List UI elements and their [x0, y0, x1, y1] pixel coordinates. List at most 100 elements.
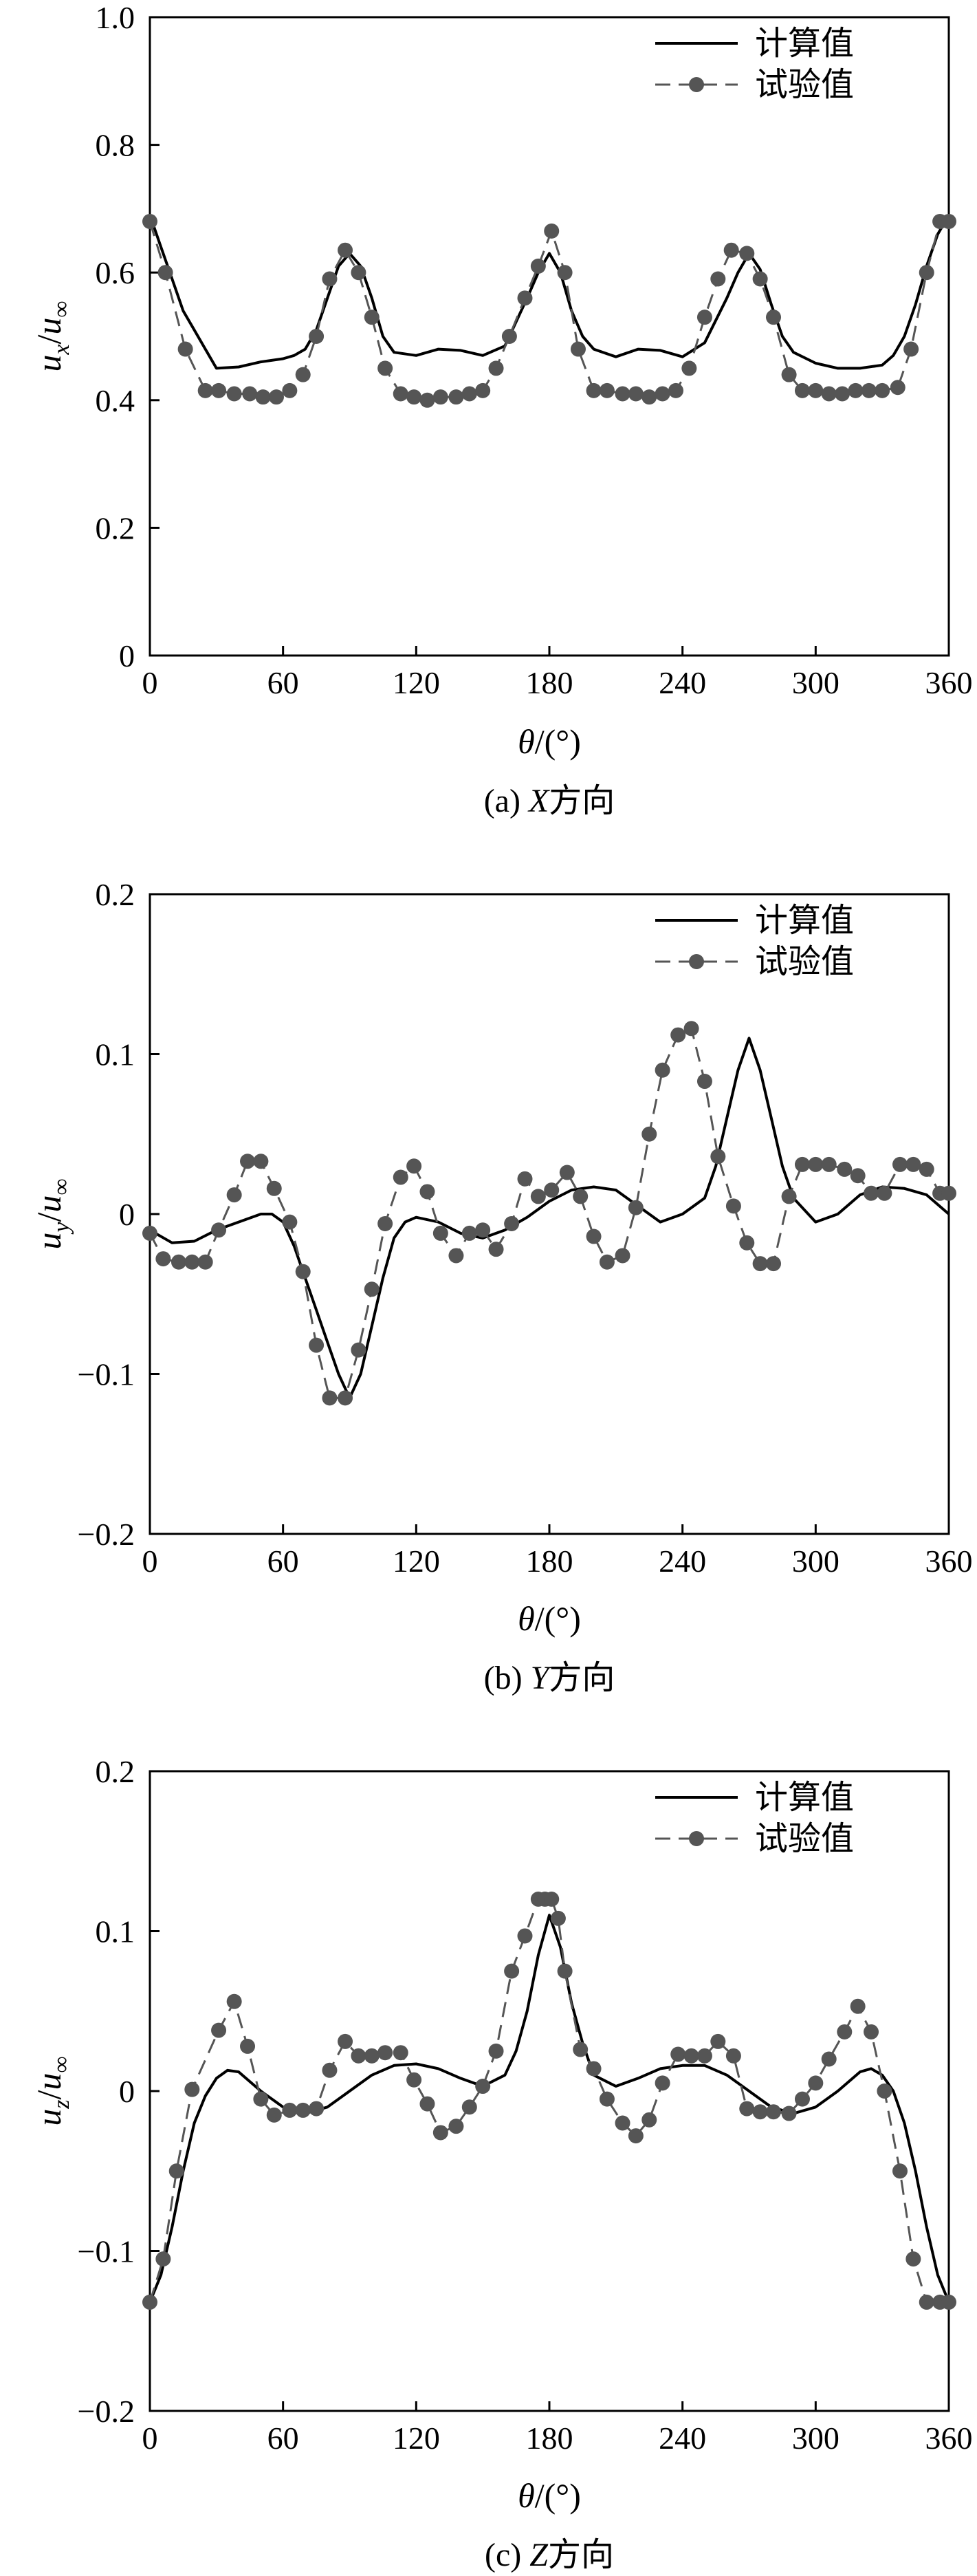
experimental-point	[309, 329, 325, 344]
experimental-point	[586, 2061, 602, 2077]
y-label-num-sub: y	[49, 1222, 74, 1235]
experimental-point	[419, 1184, 435, 1200]
experimental-point	[670, 2046, 686, 2062]
experimental-point	[197, 1254, 213, 1270]
x-tick-label: 240	[659, 665, 706, 700]
x-axis-label: θ/(°)	[518, 1599, 581, 1638]
experimental-point	[432, 2125, 448, 2141]
y-tick-label: −0.2	[78, 1517, 135, 1552]
legend-computed-label: 计算值	[755, 25, 854, 62]
x-tick-label: 120	[393, 2421, 440, 2456]
experimental-point	[448, 1248, 464, 1264]
experimental-point	[861, 382, 877, 398]
experimental-point	[142, 213, 157, 229]
experimental-point	[351, 2048, 366, 2064]
panel-caption: (c) Z方向	[485, 2537, 614, 2573]
experimental-point	[766, 2104, 782, 2120]
experimental-point	[351, 265, 366, 281]
experimental-point	[941, 2294, 956, 2310]
y-axis-label: uz/u∞	[30, 2056, 74, 2125]
experimental-point	[892, 1156, 908, 1172]
experimental-point	[641, 389, 657, 405]
experimental-point	[941, 213, 956, 229]
experimental-point	[573, 2042, 589, 2057]
experimental-point	[668, 382, 683, 398]
experimental-point	[393, 386, 408, 402]
y-label-num: u	[30, 1233, 68, 1250]
plot-frame	[149, 16, 950, 657]
plot-frame	[149, 1770, 950, 2412]
experimental-point	[723, 242, 739, 258]
experimental-point	[544, 1892, 560, 1907]
y-axis-label: uy/u∞	[30, 1178, 74, 1249]
experimental-point	[794, 2091, 810, 2107]
x-tick-label: 0	[142, 2421, 158, 2456]
y-tick-label: −0.2	[78, 2394, 135, 2429]
experimental-point	[781, 1189, 797, 1204]
experimental-point	[184, 2081, 200, 2097]
panel-caption: (a) X方向	[484, 783, 615, 819]
experimental-point	[655, 2075, 670, 2091]
x-label-symbol: θ	[518, 2476, 535, 2515]
experimental-point	[683, 1021, 699, 1037]
y-tick-label: 0.2	[96, 1754, 135, 1789]
experimental-point	[837, 2024, 853, 2039]
x-label-symbol: θ	[518, 1599, 535, 1638]
experimental-point	[821, 2051, 837, 2067]
experimental-series-line	[150, 1898, 949, 2304]
experimental-point	[710, 271, 726, 287]
legend-experimental-label: 试验值	[755, 67, 854, 103]
caption-axis: Z	[529, 2537, 549, 2573]
experimental-point	[338, 2033, 353, 2049]
experimental-point	[488, 2043, 504, 2059]
experimental-point	[253, 2091, 269, 2107]
experimental-point	[377, 360, 393, 376]
experimental-point	[808, 1156, 824, 1172]
y-label-num-sub: z	[49, 2099, 74, 2109]
experimental-point	[641, 1126, 657, 1142]
experimental-point	[253, 1154, 269, 1169]
y-tick-label: 0.1	[96, 1914, 135, 1949]
experimental-point	[155, 1251, 171, 1267]
experimental-point	[864, 2024, 879, 2039]
experimental-point	[573, 1189, 589, 1204]
experimental-point	[641, 2112, 657, 2128]
y-tick-label: 0.2	[96, 510, 135, 545]
caption-prefix: (c)	[485, 2537, 529, 2573]
x-tick-label: 60	[267, 665, 299, 700]
caption-axis: X	[527, 783, 550, 819]
experimental-point	[599, 382, 615, 398]
experimental-point	[517, 1928, 533, 1944]
y-tick-label: 1.0	[96, 0, 135, 35]
y-tick-label: 0	[119, 2074, 135, 2109]
experimental-point	[419, 2096, 435, 2112]
x-tick-label: 240	[659, 2421, 706, 2456]
experimental-point	[794, 382, 810, 398]
experimental-point	[766, 310, 782, 325]
experimental-point	[282, 2102, 298, 2118]
experimental-point	[242, 386, 258, 402]
caption-prefix: (b)	[484, 1660, 531, 1696]
experimental-point	[905, 2251, 921, 2267]
experimental-point	[696, 310, 712, 325]
experimental-point	[461, 2099, 477, 2115]
caption-suffix: 方向	[549, 1660, 615, 1696]
experimental-point	[696, 2048, 712, 2064]
experimental-point	[226, 386, 242, 402]
legend-experimental-label: 试验值	[755, 944, 854, 980]
experimental-point	[309, 1337, 325, 1353]
experimental-point	[226, 1993, 242, 2009]
experimental-point	[739, 246, 755, 261]
experimental-point	[628, 386, 644, 402]
experimental-point	[739, 1235, 755, 1251]
chart-panel-1: 0 60 120 180 240 300 36000.20.40.60.81.0ux/u∞θ…	[30, 0, 973, 819]
experimental-point	[268, 389, 284, 405]
experimental-point	[781, 367, 797, 382]
y-label-den-sub: ∞	[49, 2056, 74, 2072]
experimental-point	[850, 1168, 866, 1184]
experimental-point	[725, 2048, 741, 2064]
x-tick-label: 0	[142, 1544, 158, 1579]
experimental-point	[615, 1248, 630, 1264]
experimental-point	[752, 1256, 768, 1272]
experimental-point	[570, 341, 586, 357]
